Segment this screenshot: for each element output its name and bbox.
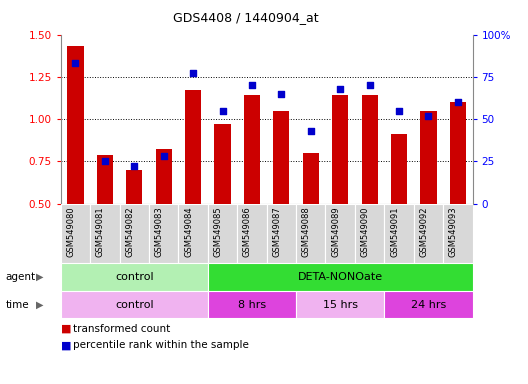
Text: GSM549093: GSM549093 <box>449 207 458 257</box>
Bar <box>267 204 296 263</box>
Text: GSM549081: GSM549081 <box>96 207 105 257</box>
Point <box>159 153 168 159</box>
Bar <box>61 263 208 291</box>
Bar <box>237 204 267 263</box>
Text: ▶: ▶ <box>36 300 43 310</box>
Bar <box>208 291 296 318</box>
Text: ■: ■ <box>61 340 71 350</box>
Text: GSM549083: GSM549083 <box>155 207 164 257</box>
Point <box>424 113 432 119</box>
Text: GSM549080: GSM549080 <box>67 207 76 257</box>
Text: GSM549082: GSM549082 <box>125 207 134 257</box>
Point <box>307 128 315 134</box>
Bar <box>296 291 384 318</box>
Bar <box>274 111 289 204</box>
Point <box>248 82 256 88</box>
Bar <box>362 95 378 204</box>
Bar <box>61 204 90 263</box>
Text: ▶: ▶ <box>36 272 43 282</box>
Bar <box>296 204 325 263</box>
Bar <box>355 204 384 263</box>
Bar <box>450 102 466 204</box>
Bar <box>420 111 437 204</box>
Text: GSM549085: GSM549085 <box>213 207 222 257</box>
Text: DETA-NONOate: DETA-NONOate <box>298 272 383 282</box>
Point <box>454 99 462 105</box>
Text: percentile rank within the sample: percentile rank within the sample <box>73 340 249 350</box>
Bar <box>185 90 201 204</box>
Bar <box>214 124 231 204</box>
Bar <box>391 134 407 204</box>
Text: GSM549088: GSM549088 <box>302 207 311 257</box>
Bar <box>178 204 208 263</box>
Point <box>336 86 344 92</box>
Text: ■: ■ <box>61 324 71 334</box>
Text: time: time <box>5 300 29 310</box>
Bar <box>208 263 473 291</box>
Text: control: control <box>115 300 154 310</box>
Bar <box>149 204 178 263</box>
Text: GSM549091: GSM549091 <box>390 207 399 257</box>
Bar <box>325 204 355 263</box>
Bar <box>90 204 119 263</box>
Bar <box>303 153 319 204</box>
Text: GSM549089: GSM549089 <box>331 207 340 257</box>
Text: 15 hrs: 15 hrs <box>323 300 357 310</box>
Point <box>218 108 227 114</box>
Point <box>277 91 286 97</box>
Bar <box>126 170 143 204</box>
Bar <box>244 95 260 204</box>
Text: GSM549090: GSM549090 <box>361 207 370 257</box>
Bar <box>384 291 473 318</box>
Point <box>395 108 403 114</box>
Text: 24 hrs: 24 hrs <box>411 300 446 310</box>
Bar <box>97 154 113 204</box>
Text: GSM549087: GSM549087 <box>272 207 281 257</box>
Text: GSM549086: GSM549086 <box>243 207 252 257</box>
Point <box>365 82 374 88</box>
Bar <box>414 204 443 263</box>
Text: GSM549084: GSM549084 <box>184 207 193 257</box>
Text: control: control <box>115 272 154 282</box>
Bar <box>384 204 414 263</box>
Bar <box>332 95 348 204</box>
Text: transformed count: transformed count <box>73 324 170 334</box>
Point <box>189 70 197 76</box>
Point <box>130 163 138 169</box>
Text: GDS4408 / 1440904_at: GDS4408 / 1440904_at <box>173 12 318 25</box>
Bar <box>68 46 83 204</box>
Point <box>71 60 80 66</box>
Bar <box>61 291 208 318</box>
Point <box>101 158 109 164</box>
Text: agent: agent <box>5 272 35 282</box>
Text: GSM549092: GSM549092 <box>419 207 428 257</box>
Bar <box>119 204 149 263</box>
Bar <box>156 149 172 204</box>
Bar <box>443 204 473 263</box>
Bar <box>208 204 237 263</box>
Text: 8 hrs: 8 hrs <box>238 300 266 310</box>
